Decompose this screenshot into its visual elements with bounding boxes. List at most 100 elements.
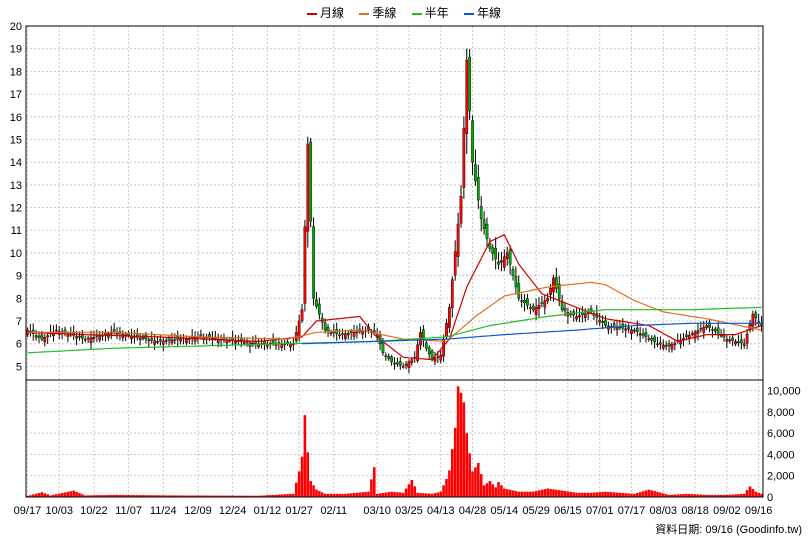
volume-bar [624, 493, 628, 497]
volume-bar [398, 492, 402, 497]
price-tick-label: 14 [10, 157, 22, 169]
x-tick-label: 12/09 [184, 505, 212, 517]
candle-body [86, 337, 90, 340]
volume-bar [630, 493, 633, 497]
candle-body [257, 343, 261, 347]
candle-body [716, 327, 720, 334]
x-tick-label: 09/17 [14, 505, 42, 517]
candle-body [505, 252, 509, 259]
volume-bar [433, 493, 437, 497]
volume-bar [121, 494, 125, 497]
volume-bar [453, 427, 457, 497]
volume-bar [364, 491, 367, 497]
volume-bar [173, 495, 177, 497]
candle-body [410, 359, 414, 364]
volume-bar [734, 494, 737, 497]
volume-bar [159, 495, 162, 497]
volume-bar [427, 493, 431, 497]
volume-bar [728, 494, 732, 497]
volume-bar [442, 485, 445, 497]
volume-bar [714, 494, 717, 497]
candle-body [728, 339, 732, 342]
candle-body [352, 332, 356, 337]
volume-bar [55, 494, 58, 497]
candle-body [89, 337, 93, 343]
candle-body [317, 303, 321, 315]
price-tick-label: 19 [10, 44, 22, 56]
candle-body [699, 328, 703, 330]
x-tick-label: 12/24 [219, 505, 247, 517]
volume-bar [505, 489, 509, 497]
volume-bar [529, 491, 532, 497]
legend-item-yearly: 年線 [464, 6, 501, 20]
volume-bar [384, 492, 388, 497]
volume-bar [283, 494, 286, 497]
x-tick-label: 11/24 [150, 505, 177, 517]
volume-bar [491, 484, 495, 497]
volume-bar [737, 494, 740, 497]
volume-bar [598, 492, 602, 497]
candle-body [485, 223, 489, 239]
candle-body [312, 226, 315, 299]
volume-bar [618, 492, 622, 497]
volume-bar [676, 494, 680, 497]
candle-body [141, 337, 145, 339]
volume-bar [563, 491, 567, 497]
volume-bar [187, 495, 191, 497]
candle-body [216, 338, 220, 344]
candle-body [43, 337, 47, 343]
volume-bar [153, 495, 156, 497]
candle-body [161, 340, 165, 345]
candle-body [638, 333, 642, 336]
volume-bar [355, 492, 359, 497]
volume-bar [604, 491, 607, 497]
data-source: (Goodinfo.tw) [735, 524, 802, 536]
candle-body [242, 341, 246, 344]
candle-body [653, 336, 656, 343]
volume-bar [320, 492, 324, 497]
volume-bar [257, 495, 260, 497]
data-date: 資料日期: 09/16 [655, 524, 733, 536]
volume-bar [378, 493, 382, 497]
volume-bar [410, 479, 414, 497]
volume-bar [552, 489, 555, 497]
volume-bar [92, 495, 96, 497]
volume-bar [156, 495, 159, 497]
volume-bar [358, 492, 362, 497]
volume-bar [205, 495, 208, 497]
volume-bar [523, 491, 526, 497]
candle-body [546, 298, 550, 302]
price-tick-label: 17 [10, 89, 22, 101]
volume-bar [638, 492, 642, 497]
volume-bar [231, 495, 234, 497]
volume-bar [650, 490, 654, 497]
volume-bar [696, 494, 700, 497]
grid [26, 25, 763, 498]
volume-bar [511, 490, 515, 497]
volume-bar [722, 494, 726, 497]
volume-bar [349, 493, 353, 497]
volume-bar [161, 495, 165, 497]
candle-body [416, 344, 419, 361]
candle-body [170, 339, 174, 344]
volume-bar [240, 495, 243, 497]
volume-bar [34, 493, 38, 497]
volume-bar [387, 492, 391, 497]
candle-body [647, 338, 651, 340]
volume-bar [555, 489, 558, 497]
candle-body [508, 249, 512, 265]
volume-bar [424, 493, 428, 497]
volume-bar [89, 495, 93, 497]
volume-bar [237, 495, 240, 497]
volume-bar [644, 490, 648, 497]
volume-bar [141, 495, 145, 497]
volume-bar [656, 491, 659, 497]
candle-body [349, 331, 353, 333]
candle-body [346, 333, 350, 336]
volume-panel-frame [25, 379, 764, 498]
volume-bar [485, 483, 489, 497]
volume-bar [346, 493, 350, 497]
volume-bar [289, 493, 292, 497]
volume-bar [615, 492, 619, 497]
